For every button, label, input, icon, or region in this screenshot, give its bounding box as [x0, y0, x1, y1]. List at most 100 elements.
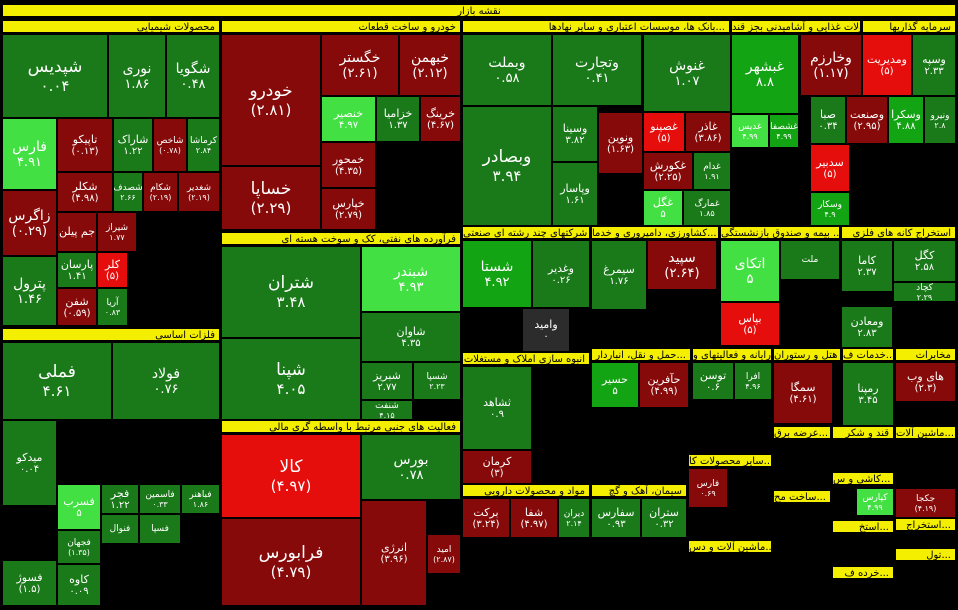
- stock-tile[interactable]: خزامیا ۱.۳۷: [376, 96, 420, 142]
- stock-tile[interactable]: امید (۲.۸۷): [427, 534, 461, 574]
- stock-tile[interactable]: ستران ۰.۳۲: [641, 498, 687, 538]
- stock-tile[interactable]: وصنعت (۲.۹۵): [846, 96, 888, 144]
- stock-tile[interactable]: شاخص (۰.۷۸): [153, 118, 187, 172]
- stock-tile[interactable]: غکورش (۲.۲۵): [643, 152, 693, 190]
- stock-tile[interactable]: خودرو (۲.۸۱): [221, 34, 321, 166]
- stock-tile[interactable]: ونوین (۱.۶۳): [598, 112, 643, 174]
- stock-tile[interactable]: خگستر (۲.۶۱): [321, 34, 399, 96]
- stock-tile[interactable]: شفن (۰.۵۹): [57, 288, 97, 326]
- stock-tile[interactable]: ونیرو ۲.۸: [924, 96, 956, 144]
- stock-tile[interactable]: شتران ۳.۴۸: [221, 246, 361, 338]
- stock-tile[interactable]: غمارگ ۱.۸۵: [683, 190, 731, 226]
- stock-tile[interactable]: فارس ۴.۹۱: [2, 118, 57, 190]
- stock-tile[interactable]: اتکای ۵: [720, 240, 780, 302]
- stock-tile[interactable]: شغدیر (۲.۱۹): [178, 172, 220, 212]
- stock-tile[interactable]: سدبیر (۵): [810, 144, 850, 192]
- stock-tile[interactable]: فباهنر ۱.۸۶: [181, 484, 220, 514]
- stock-tile[interactable]: غدام ۱.۹۱: [693, 152, 731, 190]
- stock-tile[interactable]: شبندر ۴.۹۳: [361, 246, 461, 312]
- stock-tile[interactable]: کچاد ۲.۲۹: [893, 282, 956, 302]
- stock-tile[interactable]: شگویا ۰.۴۸: [166, 34, 220, 118]
- stock-tile[interactable]: غاذر (۳.۸۶): [685, 112, 731, 152]
- stock-tile[interactable]: بورس ۰.۷۸: [361, 434, 461, 500]
- stock-tile[interactable]: وبملت ۰.۵۸: [462, 34, 552, 106]
- stock-tile[interactable]: خپارس (۲.۷۹): [321, 188, 376, 230]
- stock-tile[interactable]: جکجا (۴.۱۹): [895, 488, 956, 518]
- stock-tile[interactable]: شیراز ۱.۷۷: [97, 212, 137, 252]
- stock-tile[interactable]: فسوژ (۱.۵): [2, 560, 57, 606]
- stock-tile[interactable]: شبریز ۲.۷۷: [361, 362, 413, 400]
- stock-tile[interactable]: وسکار ۴.۹: [810, 192, 850, 226]
- stock-tile[interactable]: فجر ۱.۲۲: [101, 484, 139, 514]
- stock-tile[interactable]: شاوان ۴.۳۵: [361, 312, 461, 362]
- stock-tile[interactable]: ثشاهد ۰.۹: [462, 366, 532, 450]
- stock-tile[interactable]: میدکو ۰.۰۴: [2, 420, 57, 506]
- stock-tile[interactable]: رمپنا ۳.۴۵: [842, 362, 894, 426]
- stock-tile[interactable]: حآفرین (۴.۹۹): [639, 362, 689, 408]
- stock-tile[interactable]: وسینا ۳.۸۲: [552, 106, 598, 162]
- stock-tile[interactable]: انرژی (۳.۹۶): [361, 500, 427, 606]
- stock-tile[interactable]: وسپه ۲.۳۳: [912, 34, 956, 96]
- stock-tile[interactable]: فملی ۴.۶۱: [2, 342, 112, 420]
- stock-tile[interactable]: ومدیریت (۵): [862, 34, 912, 96]
- stock-tile[interactable]: برکت (۳.۲۴): [462, 498, 510, 538]
- stock-tile[interactable]: کگل ۲.۵۸: [893, 240, 956, 282]
- stock-tile[interactable]: دیران ۲.۱۴: [558, 498, 590, 538]
- stock-tile[interactable]: پترول ۱.۴۶: [2, 256, 57, 326]
- stock-tile[interactable]: غگل ۵: [643, 190, 683, 226]
- stock-tile[interactable]: کلر (۵): [97, 252, 128, 288]
- stock-tile[interactable]: شصدف ۲.۶۶: [113, 172, 143, 212]
- stock-tile[interactable]: وغدیر ۰.۲۶: [532, 240, 590, 308]
- stock-tile[interactable]: زاگرس (۰.۲۹): [2, 190, 57, 256]
- stock-tile[interactable]: توسن ۰.۶: [692, 362, 734, 400]
- stock-tile[interactable]: جم پیلن: [57, 212, 97, 252]
- stock-tile[interactable]: پارسان ۱.۴۱: [57, 252, 97, 288]
- stock-tile[interactable]: خنصیر ۴.۹۷: [321, 96, 376, 142]
- stock-tile[interactable]: وتجارت ۰.۴۱: [552, 34, 642, 106]
- stock-tile[interactable]: وسکرا ۴.۸۸: [888, 96, 924, 144]
- stock-tile[interactable]: شاراک ۱.۲۲: [113, 118, 153, 172]
- stock-tile[interactable]: وخارزم (۱.۱۷): [800, 34, 862, 96]
- stock-tile[interactable]: سپید (۲.۶۴): [647, 240, 717, 290]
- stock-tile[interactable]: صبا ۰.۳۴: [810, 96, 846, 144]
- stock-tile[interactable]: بپاس (۵): [720, 302, 780, 346]
- stock-tile[interactable]: شستا ۴.۹۲: [462, 240, 532, 308]
- stock-tile[interactable]: غشصفا ۴.۹۹: [769, 114, 799, 148]
- stock-tile[interactable]: غنوش ۱.۰۷: [643, 34, 731, 112]
- stock-tile[interactable]: فسرب ۵: [57, 484, 101, 530]
- stock-tile[interactable]: خساپا (۲.۲۹): [221, 166, 321, 230]
- stock-tile[interactable]: وپاسار ۱.۶۱: [552, 162, 598, 226]
- stock-tile[interactable]: شسپا ۲.۲۳: [413, 362, 461, 400]
- stock-tile[interactable]: افرا ۴.۹۶: [734, 362, 772, 400]
- stock-tile[interactable]: غصینو (۵): [643, 112, 685, 152]
- stock-tile[interactable]: های وب (۲.۳): [895, 362, 956, 402]
- stock-tile[interactable]: کرماشا ۲.۸۴: [187, 118, 220, 172]
- stock-tile[interactable]: فسپا: [139, 514, 181, 544]
- stock-tile[interactable]: وبصادر ۳.۹۴: [462, 106, 552, 226]
- stock-tile[interactable]: فاسمین ۰.۳۳: [139, 484, 181, 514]
- stock-tile[interactable]: خرینگ (۴.۶۷): [420, 96, 461, 142]
- stock-tile[interactable]: کالا (۴.۹۷): [221, 434, 361, 518]
- stock-tile[interactable]: سفارس ۰.۹۳: [591, 498, 641, 538]
- stock-tile[interactable]: حسیر ۵: [591, 362, 639, 408]
- stock-tile[interactable]: ومعادن ۲.۸۳: [841, 306, 893, 348]
- stock-tile[interactable]: فنوال: [101, 514, 139, 544]
- stock-tile[interactable]: ملت: [780, 240, 840, 280]
- stock-tile[interactable]: آریا ۰.۸۳: [97, 288, 128, 326]
- stock-tile[interactable]: خبهمن (۲.۱۲): [399, 34, 461, 96]
- stock-tile[interactable]: سیمرغ ۱.۷۶: [591, 240, 647, 310]
- stock-tile[interactable]: کرمان (۳): [462, 450, 532, 484]
- stock-tile[interactable]: غبشهر ۸.۸: [731, 34, 799, 114]
- stock-tile[interactable]: نوری ۱.۸۶: [108, 34, 166, 118]
- stock-tile[interactable]: فولاد ۰.۷۶: [112, 342, 220, 420]
- stock-tile[interactable]: شپنا ۴.۰۵: [221, 338, 361, 420]
- stock-tile[interactable]: فرابورس (۴.۷۹): [221, 518, 361, 606]
- stock-tile[interactable]: شپدیس ۰.۰۴: [2, 34, 108, 118]
- stock-tile[interactable]: کپارس ۴.۹۹: [856, 488, 894, 516]
- stock-tile[interactable]: شکام (۲.۱۹): [143, 172, 178, 212]
- stock-tile[interactable]: خمحور (۴.۳۵): [321, 142, 376, 188]
- stock-tile[interactable]: شکلر (۴.۹۸): [57, 172, 113, 212]
- stock-tile[interactable]: کاما ۲.۳۷: [841, 240, 893, 292]
- stock-tile[interactable]: غدیس ۴.۹۹: [731, 114, 769, 148]
- stock-tile[interactable]: تاپیکو (۰.۱۳): [57, 118, 113, 172]
